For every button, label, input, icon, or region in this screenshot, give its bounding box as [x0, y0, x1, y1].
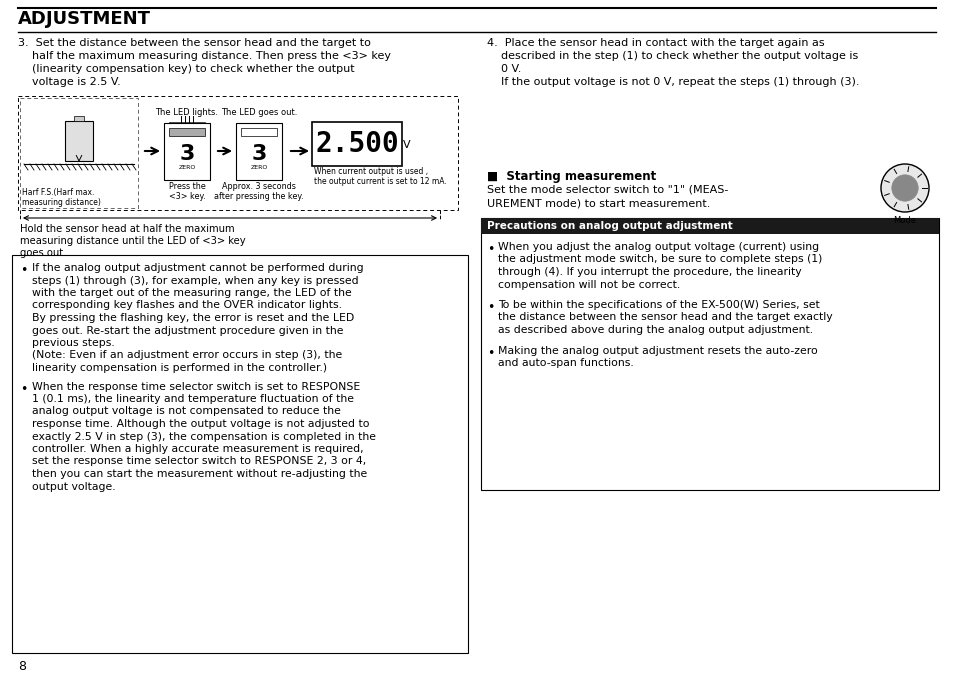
- Bar: [65, 121, 92, 161]
- FancyBboxPatch shape: [164, 123, 210, 180]
- Text: measuring distance until the LED of <3> key: measuring distance until the LED of <3> …: [20, 236, 245, 246]
- Text: 1 (0.1 ms), the linearity and temperature fluctuation of the: 1 (0.1 ms), the linearity and temperatur…: [32, 394, 354, 404]
- Text: through (4). If you interrupt the procedure, the linearity: through (4). If you interrupt the proced…: [497, 267, 801, 277]
- Text: goes out.: goes out.: [20, 248, 67, 258]
- Text: Approx. 3 seconds
after pressing the key.: Approx. 3 seconds after pressing the key…: [214, 182, 303, 201]
- Text: 3: 3: [251, 144, 267, 164]
- Text: linearity compensation is performed in the controller.): linearity compensation is performed in t…: [32, 363, 327, 373]
- Text: corresponding key flashes and the OVER indicator lights.: corresponding key flashes and the OVER i…: [32, 301, 341, 310]
- Text: Harf F.S.(Harf max.
measuring distance): Harf F.S.(Harf max. measuring distance): [22, 188, 101, 207]
- Text: •: •: [486, 243, 494, 256]
- Text: UREMENT mode) to start measurement.: UREMENT mode) to start measurement.: [486, 198, 710, 208]
- Bar: [169, 128, 205, 136]
- Bar: [20, 98, 138, 208]
- Circle shape: [880, 164, 928, 212]
- Text: By pressing the flashing key, the error is reset and the LED: By pressing the flashing key, the error …: [32, 313, 354, 323]
- Text: and auto-span functions.: and auto-span functions.: [497, 358, 633, 368]
- Text: 3: 3: [179, 144, 194, 164]
- Text: If the analog output adjustment cannot be performed during: If the analog output adjustment cannot b…: [32, 263, 363, 273]
- Circle shape: [891, 175, 917, 201]
- Text: then you can start the measurement without re-adjusting the: then you can start the measurement witho…: [32, 469, 367, 479]
- Text: half the maximum measuring distance. Then press the <3> key: half the maximum measuring distance. The…: [18, 51, 391, 61]
- FancyBboxPatch shape: [235, 123, 282, 180]
- Text: •: •: [486, 301, 494, 314]
- Text: ADJUSTMENT: ADJUSTMENT: [18, 10, 151, 28]
- Text: response time. Although the output voltage is not adjusted to: response time. Although the output volta…: [32, 419, 369, 429]
- Bar: [74, 116, 84, 121]
- Text: 3.  Set the distance between the sensor head and the target to: 3. Set the distance between the sensor h…: [18, 38, 371, 48]
- Text: 0 V.: 0 V.: [486, 64, 521, 74]
- Text: The LED lights.: The LED lights.: [155, 108, 218, 117]
- Text: compensation will not be correct.: compensation will not be correct.: [497, 279, 679, 289]
- Text: •: •: [20, 264, 28, 277]
- Text: When the response time selector switch is set to RESPONSE: When the response time selector switch i…: [32, 382, 360, 392]
- Text: ■  Starting measurement: ■ Starting measurement: [486, 170, 656, 183]
- Text: V: V: [402, 140, 410, 150]
- Text: Hold the sensor head at half the maximum: Hold the sensor head at half the maximum: [20, 224, 234, 234]
- Text: Mode: Mode: [893, 216, 916, 225]
- Text: •: •: [486, 347, 494, 359]
- Text: If the output voltage is not 0 V, repeat the steps (1) through (3).: If the output voltage is not 0 V, repeat…: [486, 77, 859, 87]
- Text: Press the
<3> key.: Press the <3> key.: [169, 182, 205, 201]
- Text: When you adjust the analog output voltage (current) using: When you adjust the analog output voltag…: [497, 242, 819, 252]
- Text: analog output voltage is not compensated to reduce the: analog output voltage is not compensated…: [32, 406, 340, 417]
- Text: To be within the specifications of the EX-500(W) Series, set: To be within the specifications of the E…: [497, 300, 819, 310]
- Text: voltage is 2.5 V.: voltage is 2.5 V.: [18, 77, 121, 87]
- Text: •: •: [20, 382, 28, 396]
- Bar: [12, 255, 468, 653]
- Text: ZERO: ZERO: [250, 165, 268, 170]
- Text: the adjustment mode switch, be sure to complete steps (1): the adjustment mode switch, be sure to c…: [497, 254, 821, 264]
- Bar: [480, 218, 938, 234]
- Text: Precautions on analog output adjustment: Precautions on analog output adjustment: [486, 221, 732, 231]
- Text: goes out. Re-start the adjustment procedure given in the: goes out. Re-start the adjustment proced…: [32, 326, 343, 336]
- Text: 8: 8: [18, 660, 26, 673]
- Text: exactly 2.5 V in step (3), the compensation is completed in the: exactly 2.5 V in step (3), the compensat…: [32, 431, 375, 441]
- Text: steps (1) through (3), for example, when any key is pressed: steps (1) through (3), for example, when…: [32, 275, 358, 285]
- Text: controller. When a highly accurate measurement is required,: controller. When a highly accurate measu…: [32, 444, 363, 454]
- FancyBboxPatch shape: [312, 122, 401, 166]
- Text: output voltage.: output voltage.: [32, 481, 115, 491]
- Text: 4.  Place the sensor head in contact with the target again as: 4. Place the sensor head in contact with…: [486, 38, 823, 48]
- Text: with the target out of the measuring range, the LED of the: with the target out of the measuring ran…: [32, 288, 352, 298]
- Text: The LED goes out.: The LED goes out.: [220, 108, 297, 117]
- Text: 2.500: 2.500: [314, 130, 398, 158]
- Text: (Note: Even if an adjustment error occurs in step (3), the: (Note: Even if an adjustment error occur…: [32, 351, 342, 361]
- Text: Making the analog output adjustment resets the auto-zero: Making the analog output adjustment rese…: [497, 345, 817, 355]
- Text: ZERO: ZERO: [178, 165, 195, 170]
- Text: set the response time selector switch to RESPONSE 2, 3 or 4,: set the response time selector switch to…: [32, 456, 366, 466]
- Text: When current output is used ,
the output current is set to 12 mA.: When current output is used , the output…: [314, 167, 446, 186]
- Text: (linearity compensation key) to check whether the output: (linearity compensation key) to check wh…: [18, 64, 355, 74]
- Text: as described above during the analog output adjustment.: as described above during the analog out…: [497, 325, 812, 335]
- Bar: [480, 218, 938, 490]
- Text: the distance between the sensor head and the target exactly: the distance between the sensor head and…: [497, 312, 832, 322]
- Bar: [18, 96, 457, 210]
- Text: Set the mode selector switch to "1" (MEAS-: Set the mode selector switch to "1" (MEA…: [486, 185, 727, 195]
- Text: previous steps.: previous steps.: [32, 338, 114, 348]
- Bar: [241, 128, 276, 136]
- Text: described in the step (1) to check whether the output voltage is: described in the step (1) to check wheth…: [486, 51, 858, 61]
